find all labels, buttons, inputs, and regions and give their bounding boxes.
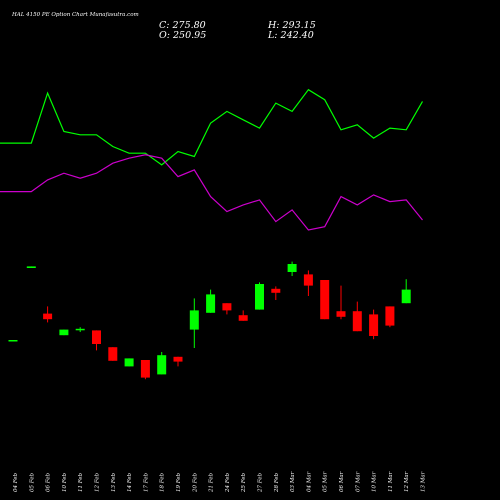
candle-body: [222, 303, 232, 311]
candle-body: [189, 310, 199, 330]
candle-body: [255, 284, 264, 310]
x-tick-label: 24 Feb: [225, 472, 231, 493]
x-tick-label: 05 Feb: [29, 472, 35, 492]
low-price: L: 242.40: [267, 30, 314, 41]
candle-body: [369, 314, 379, 336]
candle-body: [206, 294, 216, 313]
candle-body: [271, 288, 281, 293]
indicator-line-1: [0, 88, 424, 166]
candle-body: [8, 340, 18, 342]
x-tick-label: 03 Mar: [290, 471, 296, 492]
candle-body: [238, 315, 248, 321]
close-price: C: 275.80: [159, 20, 206, 31]
candle-body: [26, 266, 36, 268]
x-tick-label: 28 Feb: [274, 472, 280, 493]
x-tick-label: 10 Feb: [62, 472, 68, 492]
x-tick-label: 04 Mar: [306, 471, 312, 492]
x-tick-label: 11 Feb: [78, 472, 84, 492]
x-tick-label: 06 Feb: [46, 472, 52, 492]
x-tick-label: 12 Feb: [95, 472, 101, 492]
x-tick-label: 11 Mar: [388, 471, 394, 492]
x-tick-label: 13 Feb: [111, 472, 117, 492]
candle-body: [352, 311, 362, 332]
high-price: H: 293.15: [267, 20, 316, 31]
x-tick-label: 25 Feb: [241, 472, 247, 493]
candle-body: [320, 280, 330, 320]
x-tick-label: 10 Mar: [372, 471, 378, 492]
indicator-lines: [0, 88, 424, 231]
x-tick-label: 12 Mar: [404, 471, 410, 492]
x-tick-label: 27 Feb: [258, 472, 264, 493]
candle-body: [124, 358, 134, 367]
candle-body: [92, 330, 101, 344]
x-tick-label: 14 Feb: [127, 472, 133, 492]
x-axis-labels: 04 Feb 05 Feb 06 Feb 10 Feb 11 Feb 12 Feb 13 F…: [13, 471, 427, 493]
x-tick-label: 19 Feb: [176, 472, 182, 492]
chart-title: HAL 4150 PE Option Chart Munafasutra.com: [11, 12, 139, 18]
x-tick-label: 18 Feb: [160, 472, 166, 492]
candle-body: [108, 347, 118, 361]
candlesticks: [8, 261, 411, 380]
candle-body: [401, 289, 411, 304]
candle-body: [287, 264, 297, 272]
indicator-line-2: [0, 154, 423, 231]
candle-body: [173, 356, 183, 362]
x-tick-label: 06 Mar: [339, 471, 345, 492]
candle-body: [43, 313, 53, 320]
x-tick-label: 17 Feb: [143, 472, 149, 492]
candle-body: [336, 311, 346, 317]
candle-body: [303, 274, 313, 286]
candle-body: [157, 355, 167, 375]
x-tick-label: 20 Feb: [192, 472, 198, 493]
x-tick-label: 13 Mar: [421, 471, 427, 492]
candle-body: [385, 306, 395, 326]
candle-body: [59, 329, 69, 336]
candle-body: [75, 328, 85, 331]
x-tick-label: 05 Mar: [323, 471, 329, 492]
open-price: O: 250.95: [159, 30, 206, 41]
x-tick-label: 07 Mar: [355, 471, 361, 492]
candle-body: [140, 360, 150, 378]
x-tick-label: 04 Feb: [13, 472, 19, 492]
x-tick-label: 21 Feb: [209, 472, 215, 493]
